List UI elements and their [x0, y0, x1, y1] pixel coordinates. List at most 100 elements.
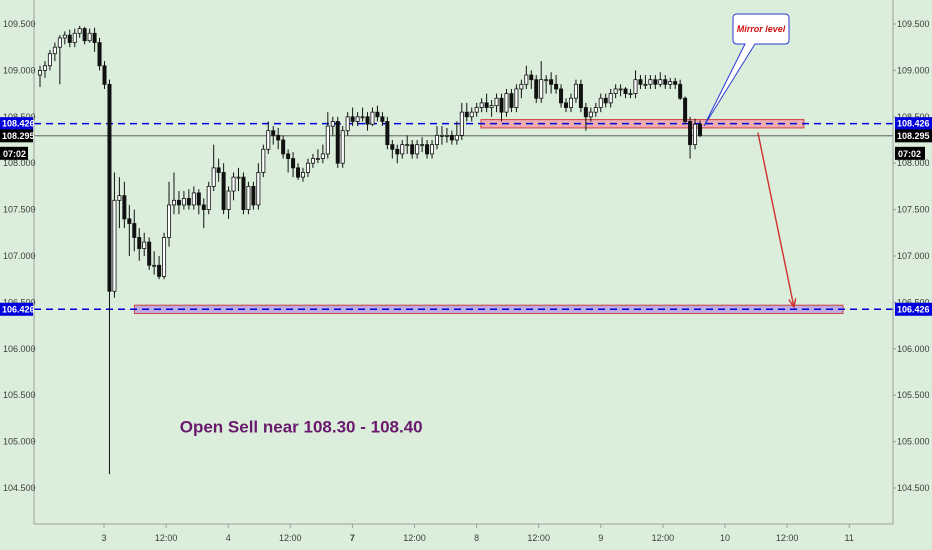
- candle-body: [345, 116, 350, 132]
- sell-note: Open Sell near 108.30 - 108.40: [180, 417, 423, 436]
- x-tick-label: 4: [226, 533, 231, 543]
- x-tick-label: 9: [598, 533, 603, 543]
- candle-body: [459, 111, 464, 136]
- candle-body: [464, 111, 469, 118]
- candle-body: [320, 153, 325, 159]
- candle-body: [142, 241, 147, 249]
- y-tick-label-right: 108.000: [897, 158, 930, 168]
- candle-body: [157, 264, 162, 277]
- candle-body: [117, 195, 122, 201]
- candle-body: [653, 79, 658, 85]
- candle-body: [608, 93, 613, 104]
- price-tag-right-bg: [895, 129, 932, 143]
- mirror-level-label: Mirror level: [737, 24, 786, 34]
- candle-body: [395, 148, 400, 155]
- candle-body: [578, 83, 583, 108]
- callout-bubble: [703, 13, 790, 127]
- candle-body: [668, 81, 673, 85]
- candle-body: [415, 144, 420, 155]
- candle-body: [529, 74, 534, 81]
- x-tick-label: 3: [101, 533, 106, 543]
- candle-body: [385, 121, 390, 146]
- candle-body: [236, 176, 241, 179]
- candle-body: [539, 79, 544, 99]
- candle-body: [588, 111, 593, 118]
- candle-body: [92, 32, 97, 43]
- price-tag-right-text: 108.295: [897, 131, 930, 141]
- candle-body: [112, 199, 117, 292]
- candle-body: [137, 237, 142, 249]
- candle-body: [673, 81, 678, 85]
- candle-body: [191, 192, 196, 206]
- candle-body: [633, 79, 638, 95]
- candle-body: [42, 65, 47, 71]
- candle-body: [499, 97, 504, 113]
- candle-body: [102, 65, 107, 85]
- candle-body: [152, 264, 157, 267]
- candle-body: [62, 34, 67, 39]
- candles: [38, 25, 703, 475]
- y-tick-label-left: 108.500: [3, 112, 36, 122]
- candle-body: [603, 97, 608, 104]
- candle-body: [534, 79, 539, 99]
- candle-body: [325, 125, 330, 155]
- price-tag-left-bg: [0, 129, 33, 143]
- x-tick-label: 12:00: [527, 533, 550, 543]
- candle-body: [107, 83, 112, 292]
- level-lines: [34, 122, 893, 311]
- candle-body: [360, 116, 365, 119]
- level-tag-left-0-bg: [0, 117, 33, 131]
- candle-body: [370, 111, 375, 125]
- candle-body: [514, 88, 519, 108]
- candle-body: [430, 144, 435, 155]
- y-tick-label-left: 109.500: [3, 19, 36, 29]
- level-tag-left-1-text: 106.426: [2, 304, 35, 314]
- candle-body: [355, 116, 360, 122]
- y-tick-label-left: 106.000: [3, 344, 36, 354]
- candle-body: [221, 172, 226, 210]
- candle-body: [598, 97, 603, 108]
- candle-body: [400, 144, 405, 155]
- candle-body: [638, 79, 643, 85]
- candle-body: [335, 121, 340, 164]
- price-tags: 108.426 108.426 106.426 106.426 108.295 108.2…: [0, 117, 932, 316]
- candle-body: [52, 46, 57, 55]
- annotations: Open Sell near 108.30 - 108.40 Mirror lev…: [180, 13, 790, 436]
- candle-body: [251, 185, 256, 206]
- candle-body: [549, 79, 554, 85]
- candle-body: [241, 176, 246, 210]
- candle-body: [593, 107, 598, 113]
- time-tag-right-bg: [895, 146, 925, 160]
- y-tick-label-left: 104.500: [3, 483, 36, 493]
- candle-body: [628, 93, 633, 95]
- y-tick-label-left: 107.500: [3, 205, 36, 215]
- x-tick-label: 7: [350, 533, 355, 543]
- arrow-head: [788, 298, 797, 309]
- candle-body: [380, 116, 385, 122]
- candle-body: [176, 199, 181, 206]
- candle-body: [67, 34, 72, 43]
- y-tick-label-right: 109.000: [897, 65, 930, 75]
- candle-body: [544, 79, 549, 82]
- candle-body: [678, 83, 683, 99]
- x-tick-label: 12:00: [403, 533, 426, 543]
- x-tick-label: 12:00: [279, 533, 302, 543]
- candle-body: [82, 28, 87, 42]
- x-tick-label: 12:00: [155, 533, 178, 543]
- level-tag-right-0-text: 108.426: [897, 119, 930, 129]
- candle-body: [201, 204, 206, 211]
- candle-body: [564, 102, 569, 108]
- candle-body: [38, 70, 43, 76]
- candle-body: [87, 32, 92, 42]
- candle-body: [296, 167, 301, 178]
- candle-body: [683, 97, 688, 122]
- candle-body: [643, 83, 648, 86]
- candle-body: [246, 185, 251, 210]
- candle-body: [305, 162, 310, 173]
- candle-body: [420, 144, 425, 147]
- candle-body: [266, 130, 271, 150]
- candle-body: [226, 190, 231, 210]
- y-tick-label-right: 107.000: [897, 251, 930, 261]
